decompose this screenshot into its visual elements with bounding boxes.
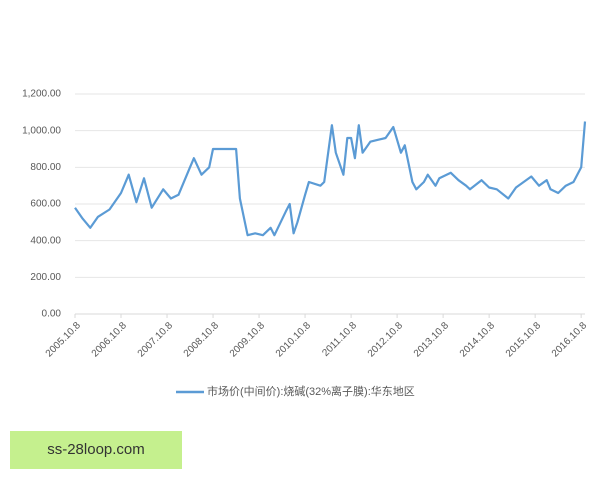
- data-line: [74, 121, 587, 237]
- y-tick-label: 1,200.00: [22, 89, 61, 100]
- y-tick-label: 600.00: [30, 199, 61, 210]
- y-tick-label: 400.00: [30, 235, 61, 246]
- y-tick-label: 1,000.00: [22, 125, 61, 136]
- watermark-box: [10, 431, 182, 469]
- y-tick-label: 0.00: [42, 309, 62, 320]
- y-tick-label: 800.00: [30, 162, 61, 173]
- y-tick-label: 200.00: [30, 272, 61, 283]
- legend-label: 市场价(中间价):烧碱(32%离子膜):华东地区: [207, 384, 415, 398]
- watermark: ss-28loop.com: [47, 441, 145, 458]
